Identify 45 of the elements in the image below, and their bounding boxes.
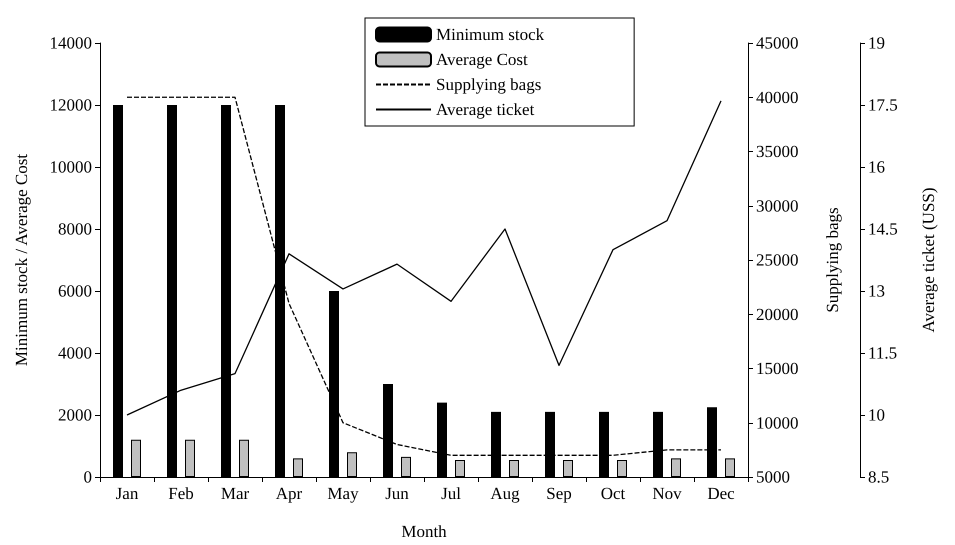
- y3-tick-label: 10: [868, 406, 885, 424]
- y-tick-label: 2000: [58, 406, 92, 424]
- y2-tick-label: 5000: [756, 468, 790, 486]
- y3-tick-label: 11.5: [868, 344, 898, 362]
- y2-tick-label: 10000: [756, 413, 798, 432]
- y-tick-label: 4000: [58, 344, 92, 362]
- y2-tick-label: 30000: [756, 196, 798, 216]
- x-tick-label: Jan: [116, 484, 139, 503]
- y3-tick-label: 13: [868, 282, 885, 300]
- y3-tick-label: 19: [868, 34, 885, 52]
- x-tick-label: Feb: [168, 484, 194, 503]
- y2-tick-label: 20000: [756, 304, 798, 324]
- y2-tick-label: 45000: [756, 34, 798, 52]
- y3-tick-label: 16: [868, 158, 885, 176]
- x-axis-title: Month: [401, 522, 448, 541]
- x-tick-label: Nov: [652, 484, 682, 503]
- x-tick-label: Jun: [385, 484, 410, 503]
- y3-tick-label: 14.5: [868, 220, 898, 238]
- y2-axis-title: Supplying bags: [823, 207, 842, 313]
- x-tick-label: Apr: [276, 484, 303, 503]
- y2-tick-label: 40000: [756, 88, 798, 107]
- y3-tick-label: 17.5: [868, 96, 898, 114]
- y3-axis-title: Average ticket (USS): [919, 187, 938, 333]
- x-tick-label: Sep: [546, 484, 572, 503]
- y-tick-label: 8000: [58, 220, 92, 238]
- y3-tick-label: 8.5: [868, 468, 890, 486]
- y-tick-label: 14000: [50, 34, 92, 52]
- y-tick-label: 10000: [50, 158, 92, 176]
- y2-tick-label: 15000: [756, 359, 798, 378]
- y2-tick-label: 25000: [756, 250, 798, 270]
- legend-label: Minimum stock: [436, 25, 545, 44]
- x-tick-label: Jul: [441, 484, 462, 503]
- legend-label: Average Cost: [436, 50, 528, 69]
- y-tick-label: 0: [84, 468, 92, 486]
- x-tick-label: May: [327, 484, 360, 503]
- y2-tick-label: 35000: [756, 142, 798, 161]
- x-tick-label: Dec: [707, 484, 736, 503]
- x-tick-label: Oct: [600, 484, 626, 503]
- x-tick-label: Mar: [220, 484, 250, 503]
- y-axis-title: Minimum stock / Average Cost: [12, 154, 31, 366]
- y-tick-label: 6000: [58, 282, 92, 300]
- x-tick-label: Aug: [490, 484, 520, 503]
- legend-label: Average ticket: [436, 100, 535, 119]
- y-tick-label: 12000: [50, 96, 92, 114]
- legend-label: Supplying bags: [436, 75, 542, 94]
